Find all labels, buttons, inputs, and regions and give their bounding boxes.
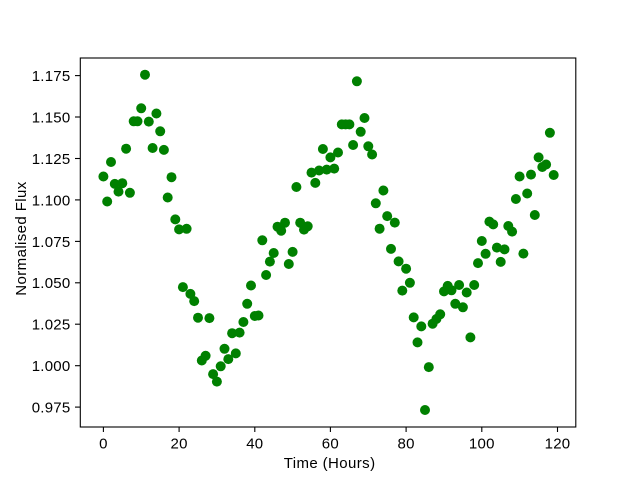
svg-text:1.175: 1.175: [32, 68, 71, 85]
svg-text:1.025: 1.025: [32, 317, 71, 334]
svg-text:80: 80: [398, 435, 415, 452]
svg-text:1.125: 1.125: [32, 151, 71, 168]
svg-text:1.000: 1.000: [32, 358, 71, 375]
svg-text:0.975: 0.975: [32, 400, 71, 417]
svg-text:60: 60: [322, 435, 339, 452]
svg-text:1.150: 1.150: [32, 109, 71, 126]
svg-text:1.075: 1.075: [32, 234, 71, 251]
svg-text:Time (Hours): Time (Hours): [284, 455, 376, 472]
svg-text:40: 40: [246, 435, 263, 452]
svg-text:20: 20: [171, 435, 188, 452]
svg-text:Normalised Flux: Normalised Flux: [13, 181, 30, 295]
svg-text:100: 100: [469, 435, 495, 452]
svg-text:0: 0: [99, 435, 108, 452]
svg-text:120: 120: [545, 435, 571, 452]
svg-text:1.050: 1.050: [32, 275, 71, 292]
svg-text:1.100: 1.100: [32, 192, 71, 209]
